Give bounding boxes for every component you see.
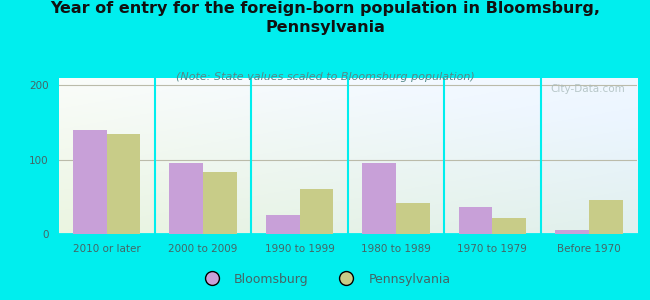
- Text: City-Data.com: City-Data.com: [551, 84, 625, 94]
- Bar: [396, 203, 430, 234]
- Legend: Bloomsburg, Pennsylvania: Bloomsburg, Pennsylvania: [194, 268, 456, 291]
- Bar: [459, 206, 493, 234]
- Bar: [300, 189, 333, 234]
- Bar: [203, 172, 237, 234]
- Bar: [73, 130, 107, 234]
- Bar: [266, 215, 300, 234]
- Bar: [362, 164, 396, 234]
- Bar: [107, 134, 140, 234]
- Bar: [170, 164, 203, 234]
- Text: Year of entry for the foreign-born population in Bloomsburg,
Pennsylvania: Year of entry for the foreign-born popul…: [50, 2, 600, 35]
- Bar: [589, 200, 623, 234]
- Text: (Note: State values scaled to Bloomsburg population): (Note: State values scaled to Bloomsburg…: [176, 72, 474, 82]
- Bar: [555, 230, 589, 234]
- Bar: [493, 218, 526, 234]
